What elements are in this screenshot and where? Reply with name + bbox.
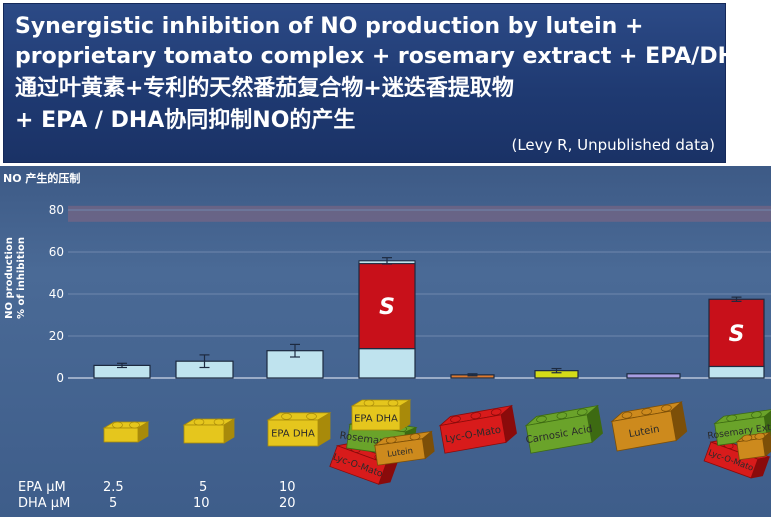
dha-value-1: 5	[109, 496, 118, 511]
lego-carnosic-acid-front	[525, 414, 593, 454]
lego-combo-lycopene-front	[329, 445, 387, 485]
bar-base	[358, 348, 416, 379]
lego-lycopene-stud	[470, 412, 482, 420]
epa-value-1: 2.5	[103, 480, 124, 495]
synergy-label: S	[379, 295, 395, 320]
lego-epa-dha-large-label: EPA DHA	[271, 429, 315, 440]
lego-epa-dha-small-stud	[129, 421, 140, 429]
lego-epa-dha-small	[102, 421, 150, 443]
lego-combo-lutein-label: Lutein	[386, 445, 413, 459]
lego-combo2-lutein	[735, 431, 771, 461]
lego-epa-dha-medium	[182, 418, 236, 444]
title-line-1: Synergistic inhibition of NO production …	[15, 14, 644, 39]
lego-combo2-lycopene-front	[703, 441, 759, 479]
y-tick-label: 40	[49, 287, 64, 301]
lego-lutein-stud	[661, 404, 672, 412]
lego-epa-dha-large: EPA DHA	[266, 412, 332, 447]
lego-lycopene-stud	[450, 415, 461, 423]
lego-combo2-lutein-front	[736, 437, 766, 461]
lego-combo2-rosemary-stud	[751, 411, 762, 419]
panel-title: NO 产生的压制	[3, 172, 81, 185]
lego-epa-dha-large-stud	[306, 413, 317, 420]
lego-combo-lutein-stud	[409, 433, 421, 441]
title-line-4: + EPA / DHA协同抑制NO的产生	[15, 108, 356, 133]
y-tick-label: 20	[49, 329, 64, 343]
lego-combo-lutein-front	[374, 438, 426, 466]
epa-row-label: EPA μM	[18, 480, 66, 495]
lego-lutein: Lutein	[610, 401, 688, 452]
lego-lycopene: Lyc-O-Mato	[438, 404, 517, 454]
title-line-2: proprietary tomato complex + rosemary ex…	[15, 44, 754, 69]
title-line-3: 通过叶黄素+专利的天然番茄复合物+迷迭香提取物	[15, 76, 514, 101]
lego-epa-dha-medium-stud	[193, 418, 205, 426]
title-box: Synergistic inhibition of NO production …	[3, 3, 753, 163]
top-band	[68, 205, 771, 222]
lego-combo-epa-dha: EPA DHA	[350, 399, 412, 431]
bar-base	[626, 373, 681, 379]
y-tick-label: 80	[49, 203, 64, 217]
lego-epa-dha-small-stud	[112, 421, 123, 429]
dha-value-2: 10	[193, 496, 210, 511]
lego-lycopene-front	[439, 414, 507, 454]
lego-combo-epa-dha-stud	[387, 399, 399, 407]
epa-value-2: 5	[199, 480, 208, 495]
dha-row-label: DHA μM	[18, 496, 71, 511]
lego-combo-epa-dha-label: EPA DHA	[354, 414, 398, 425]
lego-lutein-front	[611, 410, 677, 452]
lego-combo-lutein: Lutein	[373, 430, 435, 466]
y-axis-title-line-1: NO production	[4, 237, 15, 319]
lego-epa-dha-medium-front	[183, 424, 225, 444]
lego-carnosic-acid: Carnosic Acid	[524, 404, 603, 454]
lego-lutein-stud	[641, 408, 652, 416]
lego-lutein-label: Lutein	[628, 424, 660, 440]
epa-value-3: 10	[279, 480, 296, 495]
lego-combo-epa-dha-front	[351, 405, 401, 431]
lego-carnosic-acid-stud	[536, 415, 547, 423]
lego-combo2-lutein-stud	[754, 432, 766, 440]
y-tick-label: 60	[49, 245, 64, 259]
lego-epa-dha-large-stud	[281, 413, 292, 420]
lego-epa-dha-small-front	[103, 427, 139, 443]
lego-lutein-stud	[621, 411, 633, 419]
credit-text: (Levy R, Unpublished data)	[511, 136, 715, 154]
lego-combo-epa-dha-stud	[363, 399, 375, 407]
y-axis-title-line-2: % of inhibition	[16, 237, 27, 319]
lego-carnosic-acid-stud	[576, 408, 588, 416]
bar-base	[708, 365, 765, 379]
lego-carnosic-acid-stud	[556, 412, 568, 420]
lego-epa-dha-large-front	[267, 419, 319, 447]
lego-lycopene-stud	[490, 408, 502, 416]
synergy-label: S	[729, 322, 745, 347]
lego-combo2-lutein-stud	[741, 434, 753, 442]
lego-epa-dha-medium-stud	[213, 418, 225, 426]
dha-value-3: 20	[279, 496, 296, 511]
bar-synergy	[358, 262, 416, 350]
lego-combo2-rosemary-stud	[726, 414, 737, 422]
lego-combo-lutein-stud	[385, 436, 397, 444]
y-tick-label: 0	[56, 371, 64, 385]
